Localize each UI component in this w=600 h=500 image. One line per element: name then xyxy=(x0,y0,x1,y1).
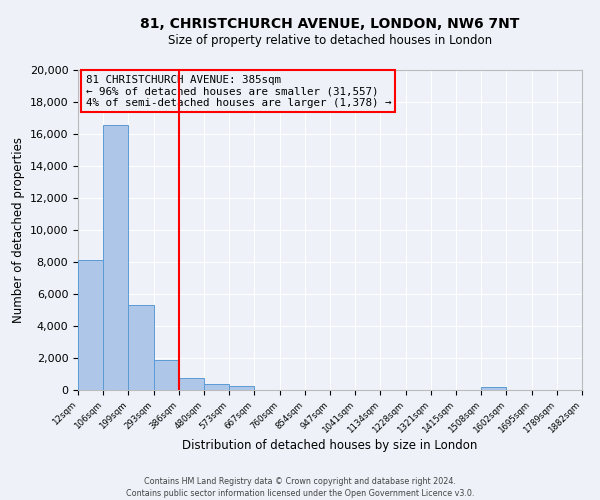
Bar xyxy=(229,386,254,390)
Bar xyxy=(78,260,103,390)
Text: 81 CHRISTCHURCH AVENUE: 385sqm
← 96% of detached houses are smaller (31,557)
4% : 81 CHRISTCHURCH AVENUE: 385sqm ← 96% of … xyxy=(86,75,391,108)
Bar xyxy=(179,378,204,390)
Text: Size of property relative to detached houses in London: Size of property relative to detached ho… xyxy=(168,34,492,47)
Text: Contains HM Land Registry data © Crown copyright and database right 2024.: Contains HM Land Registry data © Crown c… xyxy=(144,478,456,486)
Bar xyxy=(204,384,229,390)
Text: 81, CHRISTCHURCH AVENUE, LONDON, NW6 7NT: 81, CHRISTCHURCH AVENUE, LONDON, NW6 7NT xyxy=(140,18,520,32)
Bar xyxy=(154,360,179,390)
Bar xyxy=(481,388,506,390)
Bar xyxy=(103,125,128,390)
Y-axis label: Number of detached properties: Number of detached properties xyxy=(13,137,25,323)
Text: Contains public sector information licensed under the Open Government Licence v3: Contains public sector information licen… xyxy=(126,489,474,498)
Bar xyxy=(128,305,154,390)
X-axis label: Distribution of detached houses by size in London: Distribution of detached houses by size … xyxy=(182,439,478,452)
